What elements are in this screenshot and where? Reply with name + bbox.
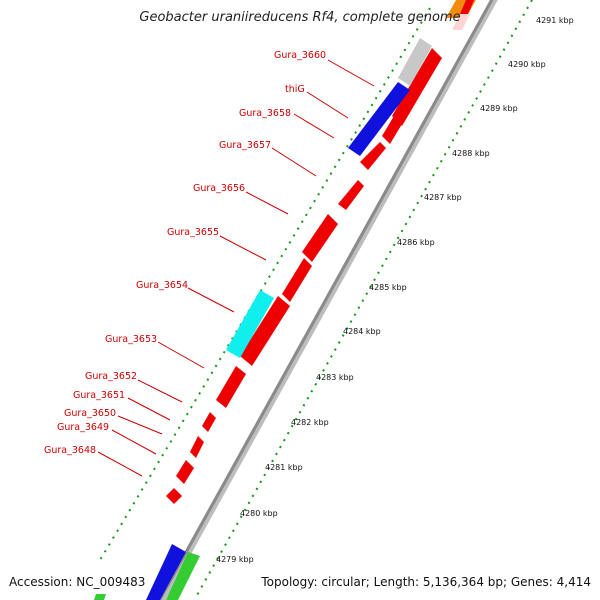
tick-4279-kbp: 4279 kbp xyxy=(216,555,254,564)
backbone xyxy=(157,0,494,600)
gene-inner-green-edge xyxy=(94,594,106,600)
tick-4286-kbp: 4286 kbp xyxy=(397,238,435,247)
gene-outer-11 xyxy=(176,460,194,484)
outer-dotted-track xyxy=(195,0,533,598)
tick-4289-kbp: 4289 kbp xyxy=(480,104,518,113)
gene-label-gura-3654: Gura_3654 xyxy=(136,280,188,291)
tick-4290-kbp: 4290 kbp xyxy=(508,60,546,69)
gene-label-gura-3660: Gura_3660 xyxy=(274,50,326,61)
gene-outer-12 xyxy=(166,488,182,504)
accession-text: Accession: NC_009483 xyxy=(9,575,146,589)
tick-4281-kbp: 4281 kbp xyxy=(265,463,303,472)
gene-outer-green xyxy=(166,552,200,600)
gene-label-gura-3648: Gura_3648 xyxy=(44,445,96,456)
gene-outer-7 xyxy=(240,296,290,366)
gene-label-gura-3657: Gura_3657 xyxy=(219,140,271,151)
gene-inner-blue xyxy=(348,82,410,156)
gene-label-gura-3656: Gura_3656 xyxy=(193,183,245,194)
gene-label-gura-3650: Gura_3650 xyxy=(64,408,116,419)
gene-outer-2 xyxy=(382,96,414,144)
gene-label-gura-3655: Gura_3655 xyxy=(167,227,219,238)
inner-dotted-track xyxy=(99,7,431,561)
gene-inner-cyan xyxy=(226,290,274,358)
tick-4282-kbp: 4282 kbp xyxy=(291,418,329,427)
tick-4291-kbp: 4291 kbp xyxy=(536,16,574,25)
tick-4280-kbp: 4280 kbp xyxy=(240,509,278,518)
gene-label-gura-3652: Gura_3652 xyxy=(85,371,137,382)
tick-4284-kbp: 4284 kbp xyxy=(343,327,381,336)
gene-outer-6 xyxy=(282,258,312,302)
label-leaders xyxy=(97,59,375,477)
gene-outer-9 xyxy=(202,412,216,432)
tick-4287-kbp: 4287 kbp xyxy=(424,193,462,202)
genome-summary-text: Topology: circular; Length: 5,136,364 bp… xyxy=(261,575,591,589)
tick-4285-kbp: 4285 kbp xyxy=(369,283,407,292)
tick-4288-kbp: 4288 kbp xyxy=(452,149,490,158)
gene-outer-red-top xyxy=(460,0,474,14)
gene-outer-10 xyxy=(190,436,204,458)
gene-outer-5 xyxy=(302,214,338,262)
gene-label-gura-3653: Gura_3653 xyxy=(105,334,157,345)
gene-outer-pink xyxy=(452,14,470,30)
gene-outer-4 xyxy=(338,180,364,210)
gene-label-gura-3651: Gura_3651 xyxy=(73,390,125,401)
tick-4283-kbp: 4283 kbp xyxy=(316,373,354,382)
gene-label-gura-3649: Gura_3649 xyxy=(57,422,109,433)
backbone-shadow xyxy=(157,0,498,600)
gene-label-gura-3658: Gura_3658 xyxy=(239,108,291,119)
gene-inner-blue-bottom xyxy=(146,544,186,600)
gene-outer-8 xyxy=(216,366,246,408)
gene-inner-grey xyxy=(398,38,432,86)
gene-outer-3 xyxy=(360,142,386,170)
gene-label-thig: thiG xyxy=(285,84,305,95)
genome-title: Geobacter uraniireducens Rf4, complete g… xyxy=(139,10,461,25)
